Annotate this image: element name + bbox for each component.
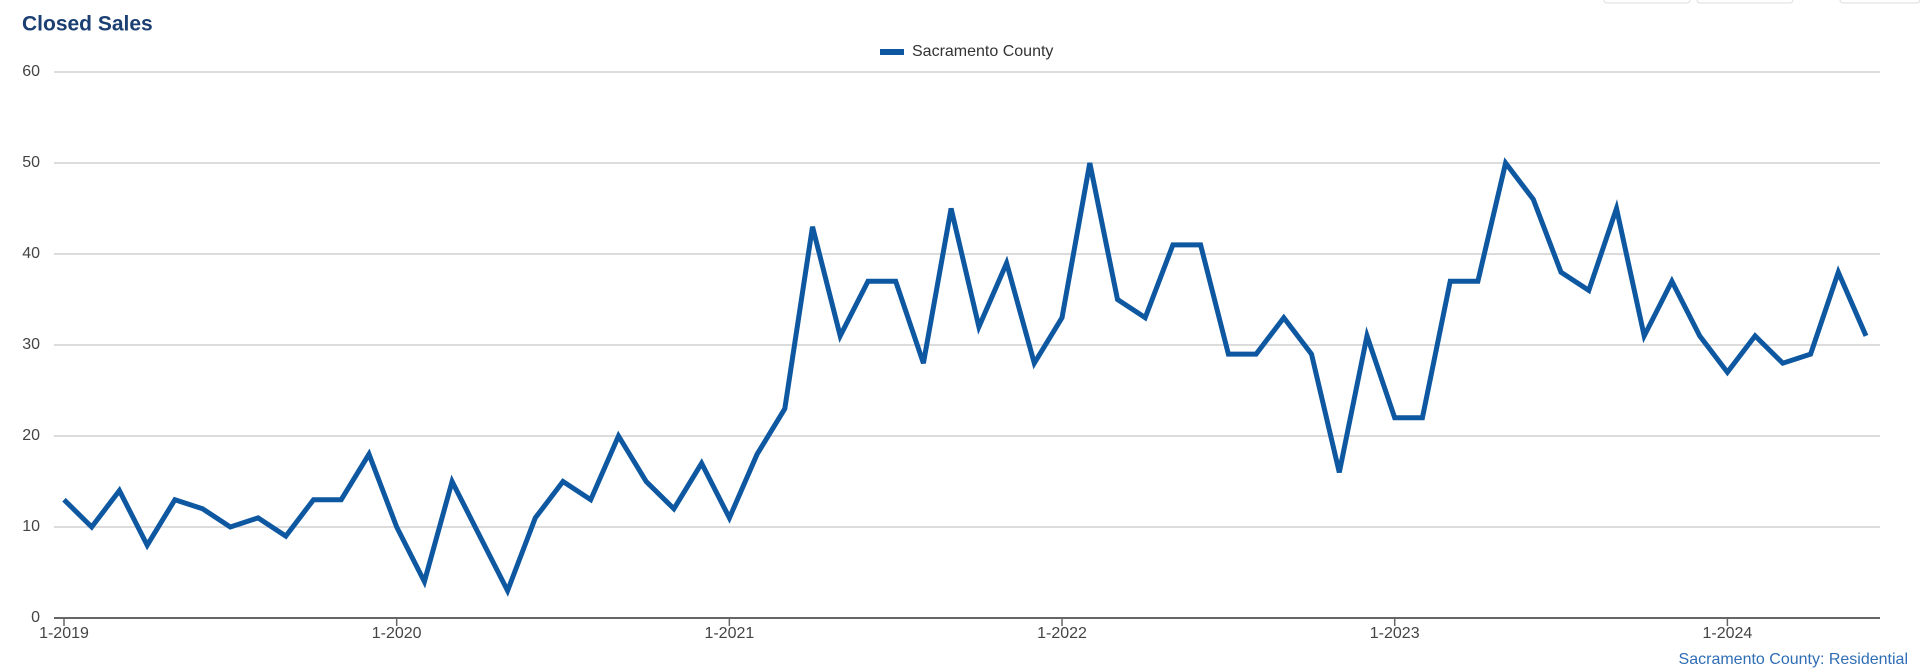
- x-tick-label: 1-2023: [1370, 625, 1420, 642]
- toolbar-button[interactable]: [1603, 0, 1691, 4]
- y-tick-label: 40: [22, 245, 40, 262]
- series-line: [62, 157, 1869, 597]
- x-tick-label: 1-2019: [39, 625, 89, 642]
- y-tick-label: 30: [22, 336, 40, 353]
- x-tick-label: 1-2022: [1037, 625, 1087, 642]
- y-tick-label: 50: [22, 154, 40, 171]
- footer-note: Sacramento County: Residential: [1679, 651, 1908, 668]
- legend-label: Sacramento County: [912, 43, 1053, 60]
- chart-title: Closed Sales: [22, 13, 153, 36]
- y-tick-label: 20: [22, 427, 40, 444]
- x-tick-label: 1-2020: [372, 625, 422, 642]
- toolbar-button[interactable]: [1696, 0, 1794, 4]
- x-tick-label: 1-2024: [1702, 625, 1752, 642]
- y-tick-label: 10: [22, 518, 40, 535]
- y-tick-label: 0: [31, 609, 40, 626]
- toolbar-button[interactable]: [1839, 0, 1920, 4]
- x-tick-label: 1-2021: [704, 625, 754, 642]
- y-tick-label: 60: [22, 63, 40, 80]
